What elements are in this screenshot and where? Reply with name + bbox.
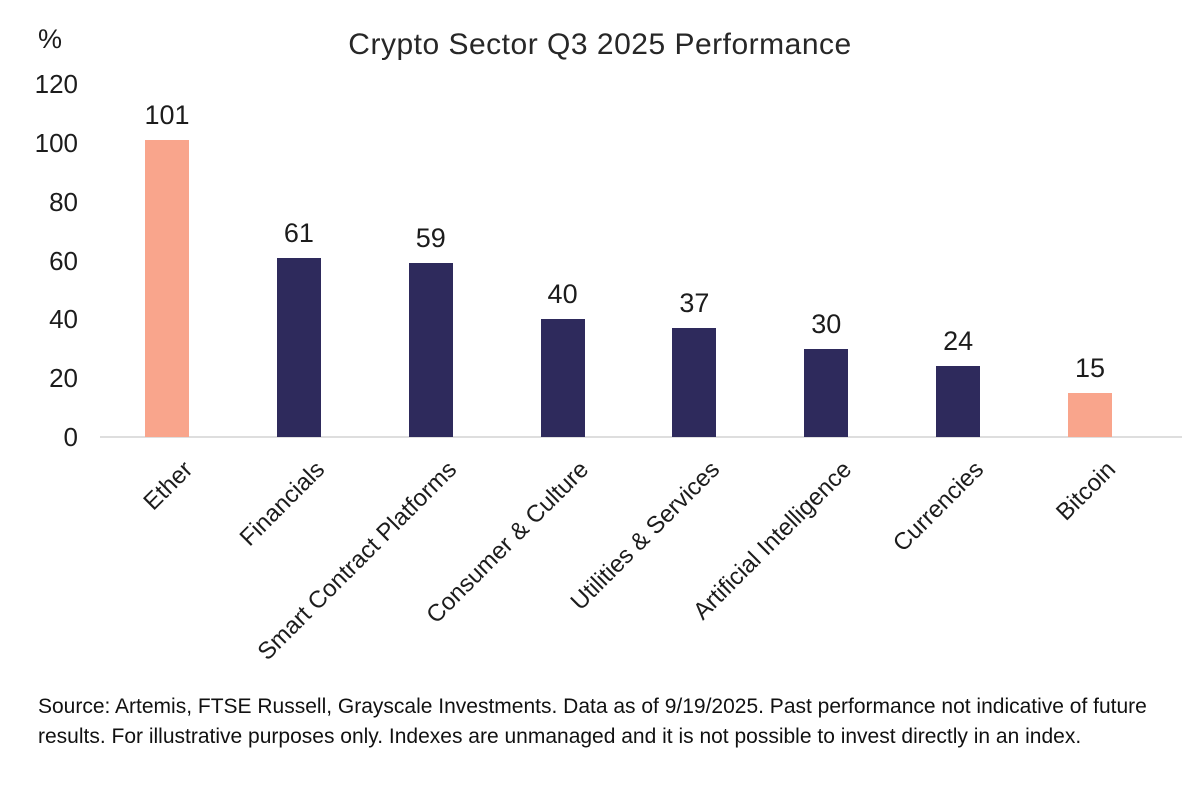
bar-value-label: 40: [547, 279, 578, 310]
bar-artificial-intelligence: [804, 348, 849, 437]
bar-value-label: 30: [811, 308, 842, 339]
bar-value-label: 61: [283, 217, 314, 248]
x-axis-category-label: Consumer & Culture: [420, 456, 594, 629]
x-axis-category-label: Utilities & Services: [565, 456, 726, 616]
x-axis-category-label: Financials: [234, 456, 330, 552]
y-tick-label: 0: [63, 422, 78, 452]
source-note: Source: Artemis, FTSE Russell, Grayscale…: [38, 695, 1147, 749]
bar-value-label: 15: [1074, 352, 1106, 383]
bar-consumer-culture: [540, 319, 585, 437]
x-axis-category-label: Artificial Intelligence: [688, 456, 858, 626]
y-tick-label: 120: [34, 69, 78, 99]
bar-value-label: 101: [144, 99, 190, 130]
bar-value-label: 37: [679, 288, 710, 319]
chart-title: Crypto Sector Q3 2025 Performance: [348, 28, 852, 61]
y-tick-label: 80: [49, 186, 78, 217]
y-tick-label: 60: [49, 245, 78, 276]
bar-financials: [276, 257, 321, 437]
bar-utilities-services: [672, 328, 717, 437]
bar-ether: [145, 139, 189, 437]
bar-value-label: 59: [415, 223, 446, 254]
y-axis-unit-label: %: [38, 24, 63, 54]
x-axis-category-label: Bitcoin: [1051, 456, 1122, 527]
y-tick-label: 20: [49, 363, 78, 394]
y-tick-label: 40: [49, 304, 78, 335]
bar-value-label: 24: [943, 326, 974, 357]
y-tick-label: 100: [34, 127, 78, 158]
bar-bitcoin: [1068, 392, 1113, 437]
x-axis-line: [100, 436, 1182, 438]
x-axis-category-label: Smart Contract Platforms: [252, 456, 462, 666]
bar-currencies: [936, 366, 981, 437]
bar-smart-contract-platforms: [408, 263, 453, 437]
x-axis-category-label: Currencies: [888, 456, 990, 558]
